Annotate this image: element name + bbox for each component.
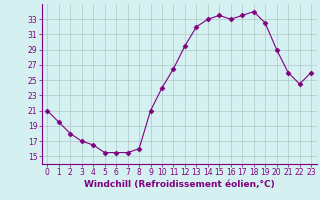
- X-axis label: Windchill (Refroidissement éolien,°C): Windchill (Refroidissement éolien,°C): [84, 180, 275, 189]
